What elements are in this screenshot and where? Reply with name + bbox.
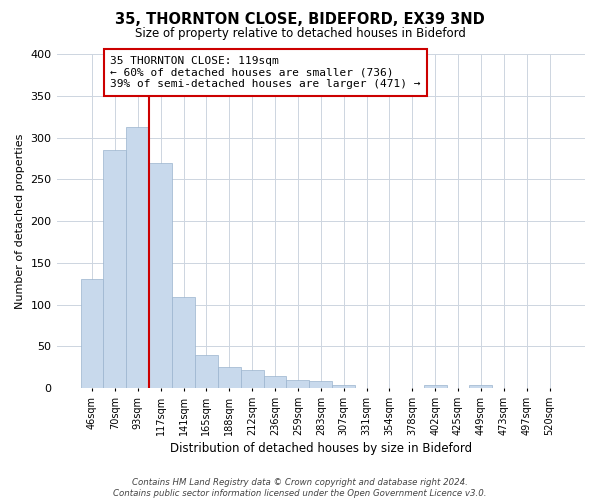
Bar bbox=[263, 376, 286, 388]
Bar bbox=[127, 126, 149, 388]
Bar bbox=[332, 384, 355, 388]
Bar bbox=[241, 370, 263, 388]
Text: 35 THORNTON CLOSE: 119sqm
← 60% of detached houses are smaller (736)
39% of semi: 35 THORNTON CLOSE: 119sqm ← 60% of detac… bbox=[110, 56, 421, 89]
Bar bbox=[80, 280, 103, 388]
Bar bbox=[172, 297, 195, 388]
Bar bbox=[218, 367, 241, 388]
Bar bbox=[195, 354, 218, 388]
Bar bbox=[424, 384, 446, 388]
Bar bbox=[149, 162, 172, 388]
Y-axis label: Number of detached properties: Number of detached properties bbox=[15, 134, 25, 308]
Text: Contains HM Land Registry data © Crown copyright and database right 2024.
Contai: Contains HM Land Registry data © Crown c… bbox=[113, 478, 487, 498]
Text: Size of property relative to detached houses in Bideford: Size of property relative to detached ho… bbox=[134, 28, 466, 40]
Text: 35, THORNTON CLOSE, BIDEFORD, EX39 3ND: 35, THORNTON CLOSE, BIDEFORD, EX39 3ND bbox=[115, 12, 485, 28]
Bar bbox=[310, 382, 332, 388]
X-axis label: Distribution of detached houses by size in Bideford: Distribution of detached houses by size … bbox=[170, 442, 472, 455]
Bar bbox=[103, 150, 127, 388]
Bar bbox=[469, 384, 493, 388]
Bar bbox=[286, 380, 310, 388]
